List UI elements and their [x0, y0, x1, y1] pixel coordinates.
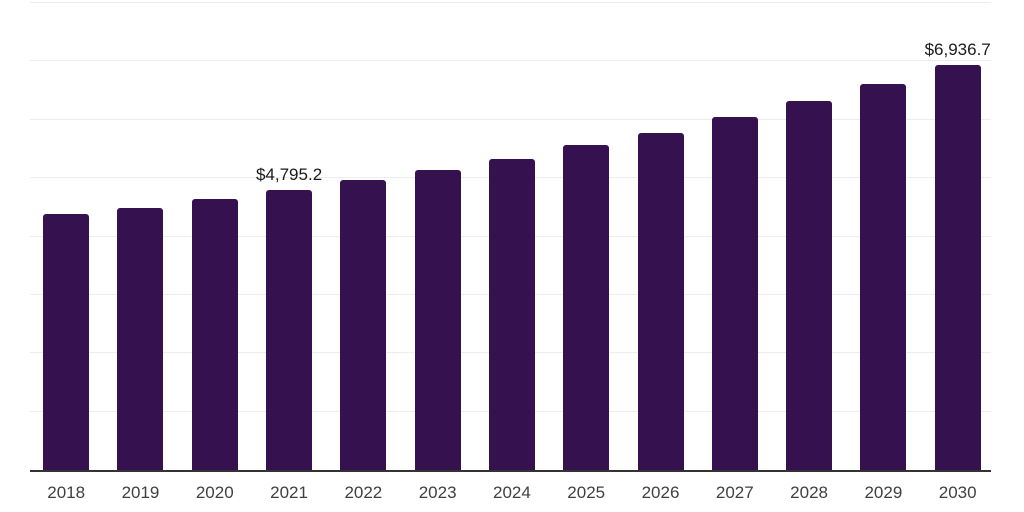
- bar-2018: [43, 213, 90, 470]
- x-tick-2029: 2029: [864, 483, 903, 502]
- x-tick-2028: 2028: [790, 483, 829, 502]
- x-tick-2019: 2019: [121, 483, 160, 502]
- x-tick-2025: 2025: [567, 483, 606, 502]
- x-axis-line: [30, 470, 991, 472]
- bar-2026: [637, 132, 684, 470]
- bar-2019: [117, 207, 164, 470]
- x-tick-2027: 2027: [715, 483, 754, 502]
- gridline-7000: [30, 60, 991, 62]
- x-tick-2018: 2018: [47, 483, 86, 502]
- bar-2029: [860, 84, 907, 470]
- x-tick-2022: 2022: [344, 483, 383, 502]
- bar-2022: [340, 180, 387, 470]
- x-axis: 2018 2019 2020 2021 2022 2023 2024 2025 2026 2027…: [30, 472, 991, 512]
- data-label-2021: $4,795.2: [255, 165, 323, 185]
- x-tick-2026: 2026: [641, 483, 680, 502]
- bar-2023: [414, 170, 461, 470]
- x-tick-2024: 2024: [493, 483, 531, 502]
- data-label-2030: $6,936.7: [924, 40, 991, 60]
- x-tick-2030: 2030: [938, 483, 977, 502]
- bar-2020: [191, 199, 238, 470]
- gridline-8000: [30, 2, 991, 3]
- bar-2021: [266, 190, 313, 470]
- bar-2027: [711, 116, 758, 470]
- x-tick-2020: 2020: [195, 483, 234, 502]
- x-tick-2023: 2023: [418, 483, 457, 502]
- gridline-6000: [30, 118, 991, 120]
- bar-2024: [488, 158, 535, 470]
- bar-2028: [786, 100, 833, 470]
- x-tick-2021: 2021: [270, 483, 308, 502]
- bar-2025: [563, 144, 610, 470]
- bar-2030: [934, 65, 981, 470]
- plot-area: $4,795.2 $6,936.7: [30, 2, 991, 470]
